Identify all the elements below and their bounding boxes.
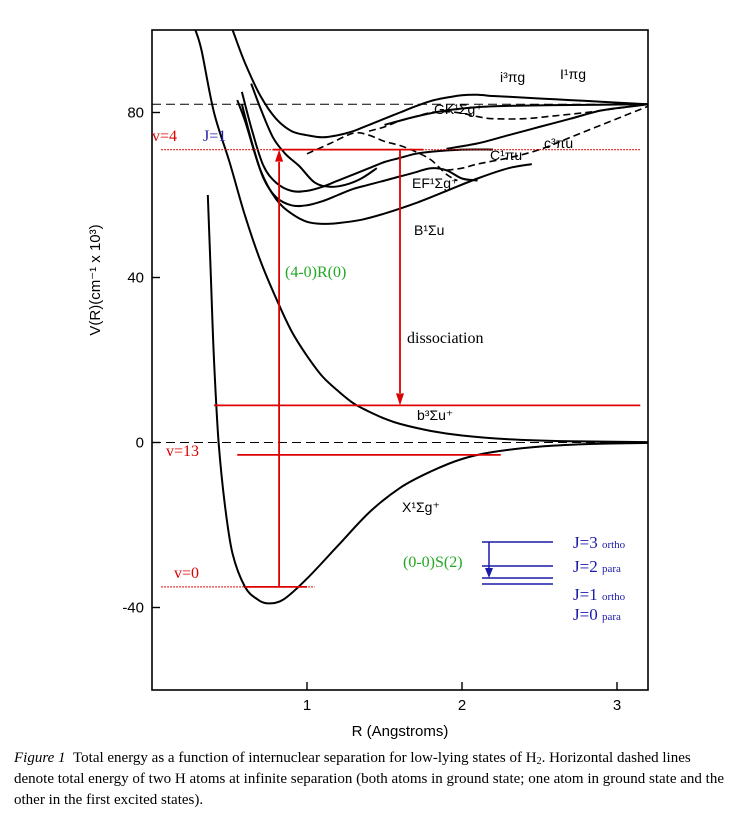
rot-level-j: J=3 bbox=[573, 533, 602, 552]
state-label-X: X¹Σg⁺ bbox=[402, 499, 440, 515]
y-tick-label: 40 bbox=[127, 270, 144, 287]
axis-ticks bbox=[152, 111, 618, 690]
GK-dashed bbox=[368, 103, 648, 132]
dissociation-arrowhead bbox=[396, 393, 404, 406]
plot-frame bbox=[151, 29, 649, 691]
J1-label: J=1 bbox=[203, 128, 226, 145]
y-axis-label: V(R)(cm⁻¹ x 10³) bbox=[87, 224, 104, 335]
rot-level-kind: para bbox=[602, 563, 621, 575]
potential-energy-chart: 1 2 3 -40 0 40 80 R (Angstroms) V(R)(cm⁻¹ x 10³)… bbox=[87, 29, 649, 740]
curve-i-g-i-g bbox=[231, 30, 648, 139]
y-tick-label: 80 bbox=[127, 105, 144, 122]
curve-c-u bbox=[240, 91, 494, 193]
state-label-c3pi: c³πu bbox=[544, 135, 573, 151]
curve-x-g- bbox=[206, 194, 648, 605]
rot-level-j: J=0 bbox=[573, 605, 602, 624]
x-tick-label: 3 bbox=[613, 697, 621, 714]
excitation-arrowhead bbox=[275, 149, 284, 162]
potential-curves bbox=[194, 30, 648, 605]
figure-caption: Figure 1 Total energy as a function of i… bbox=[14, 748, 730, 811]
state-label-b3: b³Σu⁺ bbox=[417, 407, 453, 423]
rot-level-label: J=1 ortho bbox=[573, 585, 626, 604]
y-tick-label: 0 bbox=[136, 435, 144, 452]
state-label-GK: GK¹Σg⁺ bbox=[434, 101, 483, 117]
v4-label: v=4 bbox=[152, 128, 177, 145]
caption-label: Figure 1 bbox=[14, 750, 66, 766]
transition-label: (4-0)R(0) bbox=[285, 264, 346, 281]
caption-text-2: . Horizontal dashed lines denote total e… bbox=[14, 750, 724, 808]
v0-label: v=0 bbox=[174, 565, 199, 582]
transition-overlays bbox=[161, 148, 641, 588]
rot-level-kind: ortho bbox=[602, 539, 626, 551]
rot-level-label: J=0 para bbox=[573, 605, 621, 624]
rot-level-kind: para bbox=[602, 611, 621, 623]
caption-subscript: 2 bbox=[536, 756, 542, 767]
x-axis-label: R (Angstroms) bbox=[352, 723, 449, 740]
state-label-i3pi: i³πg bbox=[500, 69, 525, 85]
y-tick-label: -40 bbox=[122, 600, 144, 617]
caption-text-1: Total energy as a function of internucle… bbox=[73, 750, 537, 766]
curve-ef-g- bbox=[240, 104, 478, 208]
state-label-EF: EF¹Σg⁺ bbox=[412, 175, 458, 191]
state-label-C1pi: C¹πu bbox=[490, 147, 522, 163]
EF-dashed bbox=[306, 131, 458, 182]
s2-arrowhead bbox=[485, 568, 493, 578]
dissociation-label: dissociation bbox=[407, 330, 483, 347]
state-label-B: B¹Σu bbox=[414, 222, 444, 238]
rot-level-j: J=1 bbox=[573, 585, 602, 604]
x-tick-label: 2 bbox=[458, 697, 466, 714]
v13-label: v=13 bbox=[166, 443, 199, 460]
rot-level-label: J=3 ortho bbox=[573, 533, 626, 552]
x-tick-label: 1 bbox=[303, 697, 311, 714]
rot-level-label: J=2 para bbox=[573, 557, 621, 576]
oo-s2-label: (0-0)S(2) bbox=[403, 554, 463, 571]
rot-level-j: J=2 bbox=[573, 557, 602, 576]
curve-b-u- bbox=[194, 30, 648, 444]
curve-gk-g- bbox=[250, 83, 378, 188]
curve-upper-band bbox=[384, 103, 648, 126]
state-label-I1pi: I¹πg bbox=[560, 66, 586, 82]
rot-level-kind: ortho bbox=[602, 591, 626, 603]
